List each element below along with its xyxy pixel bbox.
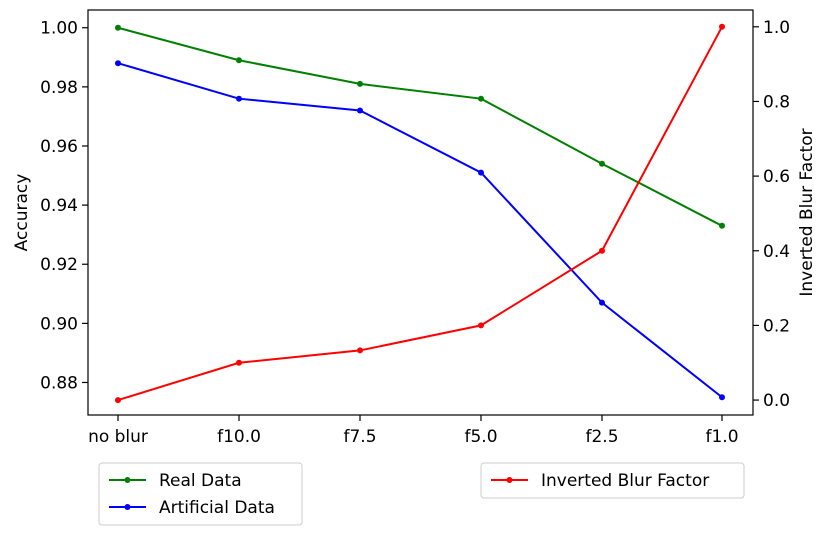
x-tick-label: no blur xyxy=(88,427,148,447)
legend-swatch-marker xyxy=(506,477,513,483)
y-left-tick-label: 0.96 xyxy=(40,137,78,157)
x-tick-label: f1.0 xyxy=(705,427,738,447)
inverted-blur-factor-series-line xyxy=(117,26,723,402)
inverted-blur-factor-data-point xyxy=(719,23,725,30)
real-data-data-point xyxy=(357,80,363,87)
y-right-tick-label: 0.2 xyxy=(763,316,790,336)
legend-label: Inverted Blur Factor xyxy=(541,471,709,491)
artificial-data-data-point xyxy=(719,394,725,401)
real-data-data-point xyxy=(236,57,242,64)
inverted-blur-factor-data-point xyxy=(599,247,605,254)
x-tick-label: f10.0 xyxy=(217,427,261,447)
y-left-axis-label: Accuracy xyxy=(12,174,32,252)
y-left-tick-label: 0.92 xyxy=(40,255,78,275)
legend-label: Artificial Data xyxy=(159,498,275,518)
artificial-data-data-point xyxy=(478,169,484,176)
plot-area xyxy=(115,23,725,404)
inverted-blur-factor-data-point xyxy=(478,322,484,329)
legend-label: Real Data xyxy=(159,471,242,491)
y-left-tick-label: 1.00 xyxy=(40,19,78,39)
y-right-tick-label: 0.4 xyxy=(763,242,790,262)
real-data-series-line xyxy=(117,26,723,227)
artificial-data-series-line xyxy=(117,62,723,399)
y-left-tick-label: 0.98 xyxy=(40,78,78,98)
real-data-data-point xyxy=(115,24,121,31)
y-right-tick-label: 0.8 xyxy=(763,92,790,112)
inverted-blur-factor-data-point xyxy=(236,359,242,366)
artificial-data-data-point xyxy=(236,95,242,102)
legend-left xyxy=(98,462,303,526)
y-right-tick-label: 0.0 xyxy=(763,391,790,411)
y-right-tick-label: 1.0 xyxy=(763,18,790,38)
real-data-data-point xyxy=(719,222,725,229)
legend-right xyxy=(480,462,745,499)
y-right-axis-label: Inverted Blur Factor xyxy=(797,128,817,296)
artificial-data-data-point xyxy=(357,107,363,114)
y-right-tick-label: 0.6 xyxy=(763,167,790,187)
plot-frame xyxy=(87,9,754,416)
legends: Real Data Artificial Data Inverted Blur Fa… xyxy=(98,462,745,526)
y-left-tick-label: 0.88 xyxy=(40,373,78,393)
y-left-tick-label: 0.94 xyxy=(40,196,78,216)
y-left-tick-label: 0.90 xyxy=(40,314,78,334)
inverted-blur-factor-data-point xyxy=(115,397,121,404)
artificial-data-data-point xyxy=(599,299,605,306)
inverted-blur-factor-data-point xyxy=(357,347,363,354)
x-tick-label: f7.5 xyxy=(343,427,376,447)
axes: no blur f10.0 f7.5 f5.0 f2.5 f1.0 0.88 0.90 0.92… xyxy=(12,9,817,447)
legend-swatch-marker xyxy=(124,477,131,483)
real-data-data-point xyxy=(478,95,484,102)
artificial-data-data-point xyxy=(115,60,121,67)
real-data-data-point xyxy=(599,160,605,167)
legend-swatch-marker xyxy=(124,504,131,510)
x-tick-label: f2.5 xyxy=(585,427,618,447)
x-tick-label: f5.0 xyxy=(464,427,497,447)
